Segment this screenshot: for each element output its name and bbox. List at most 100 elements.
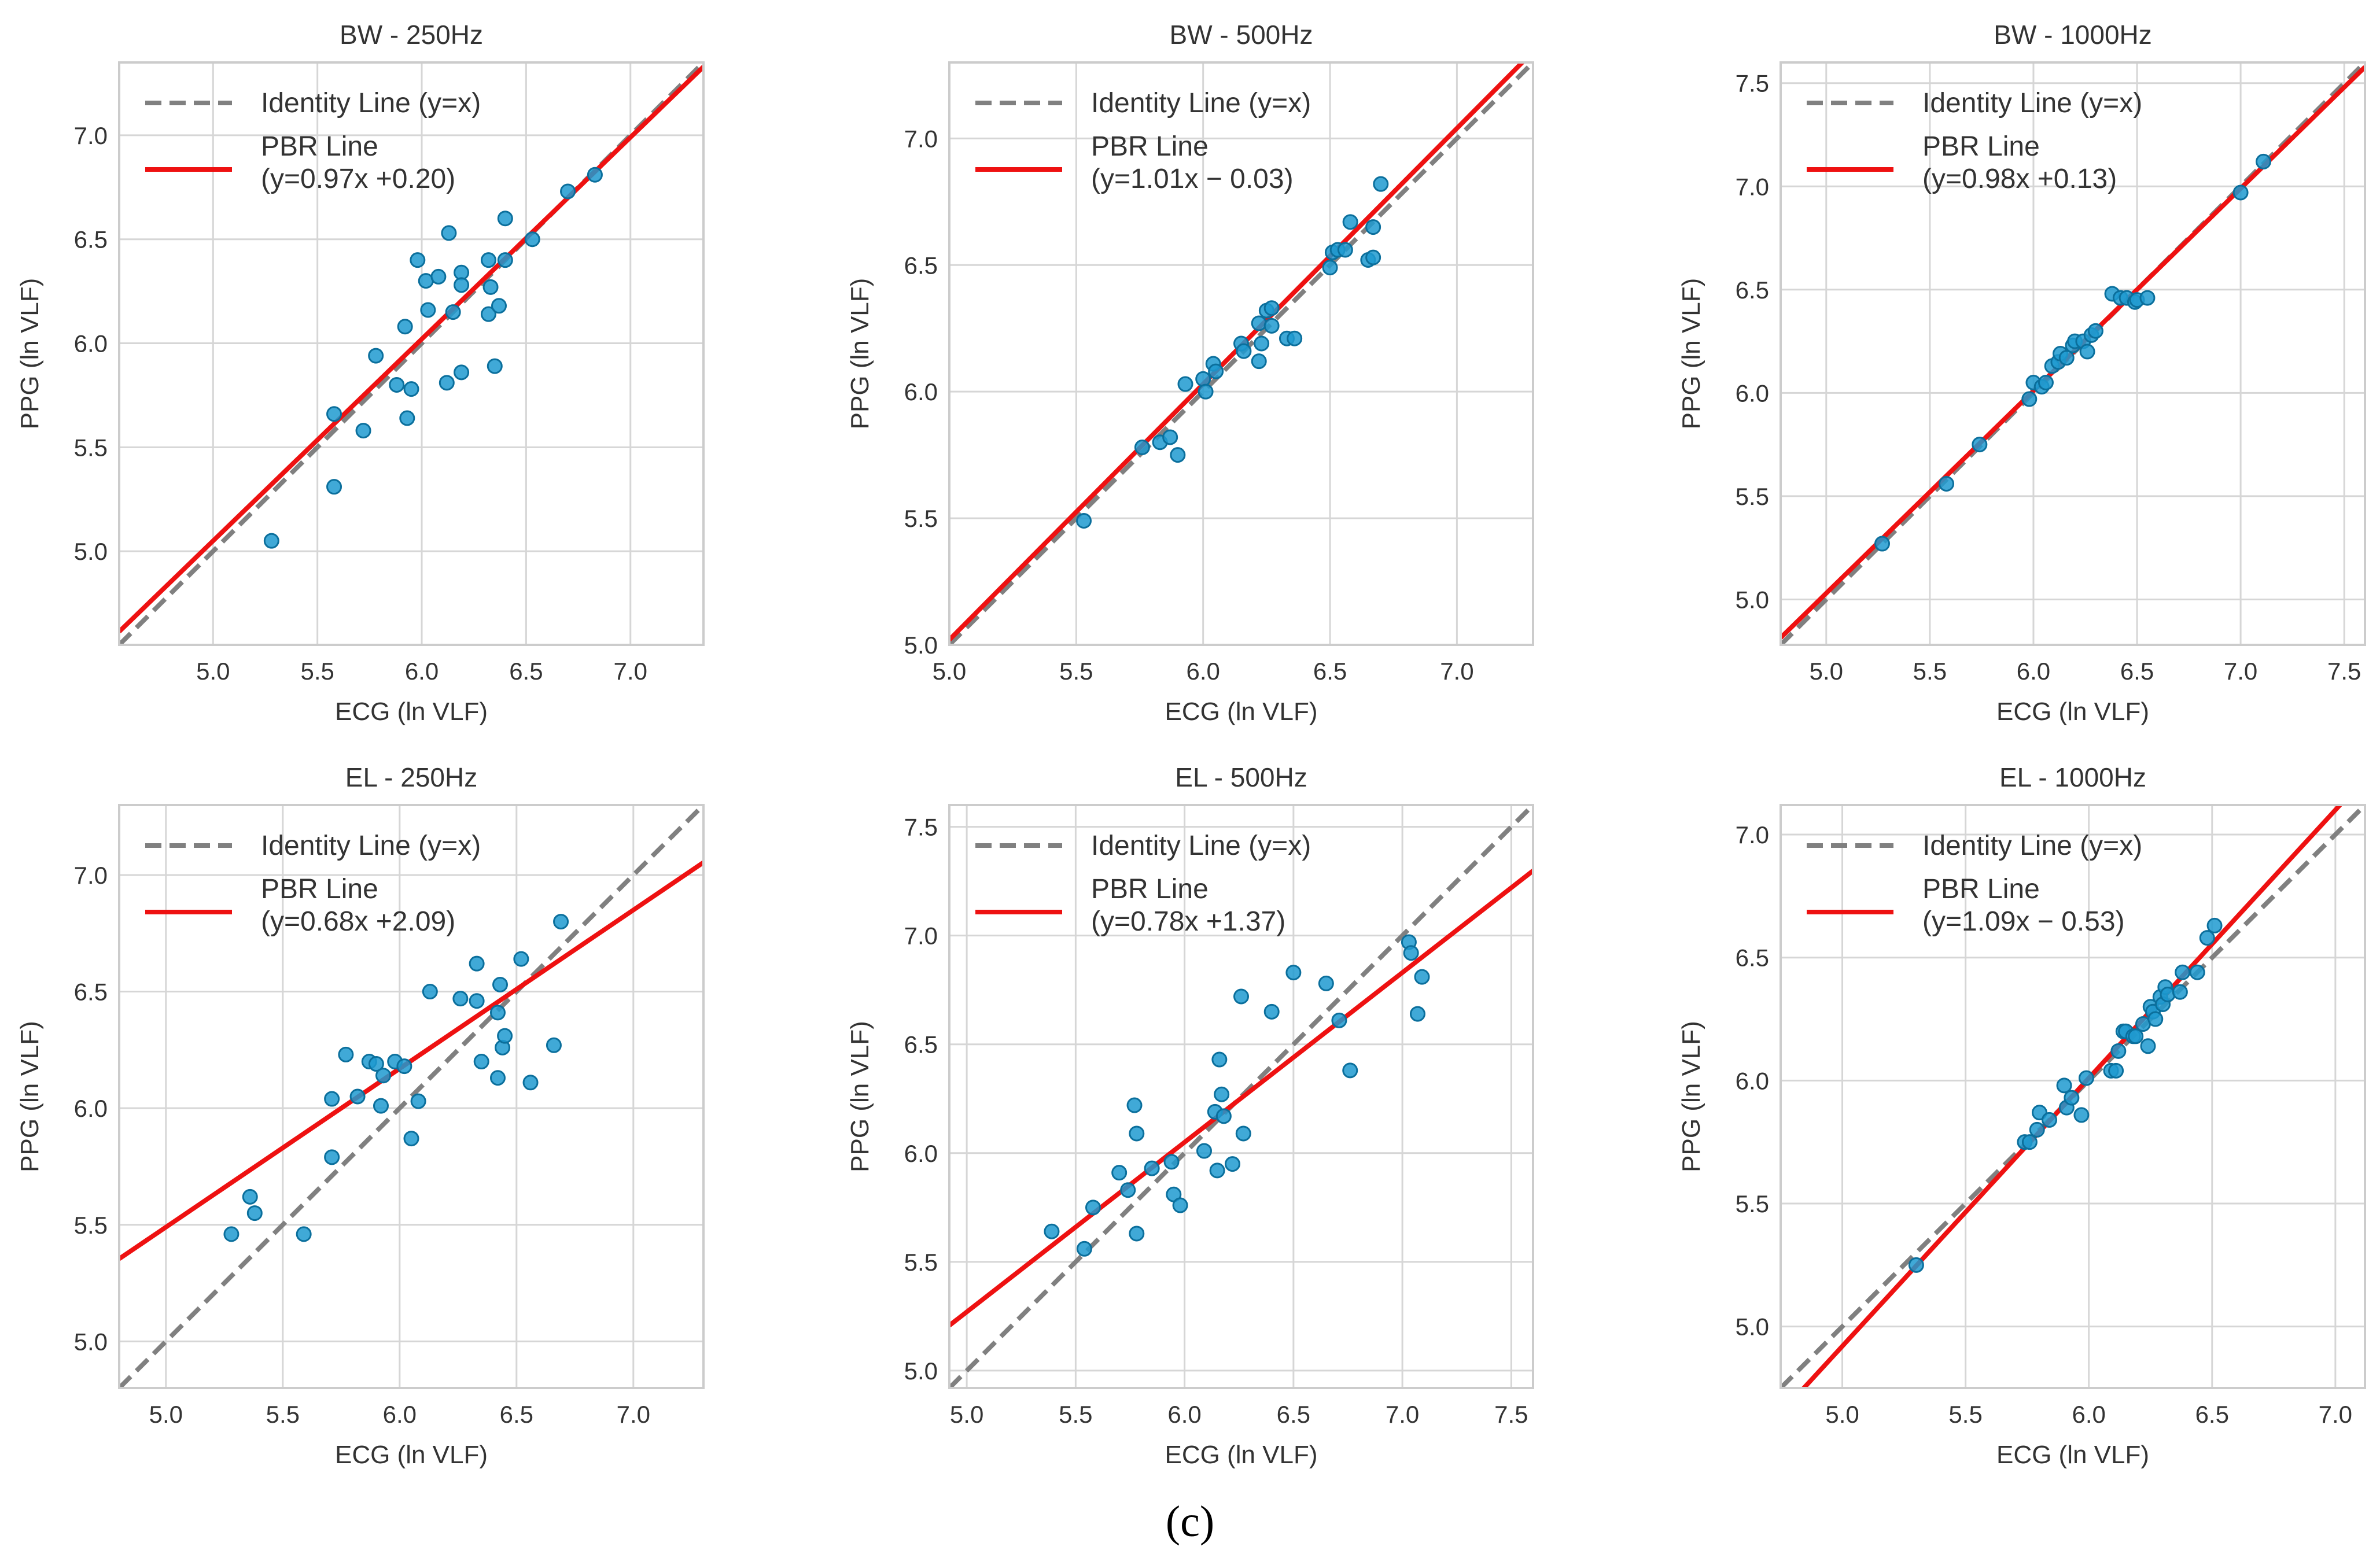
x-tick-label: 6.5 [2120, 658, 2154, 685]
x-tick-label: 5.0 [196, 658, 230, 685]
data-point [522, 1075, 539, 1091]
x-axis-label: ECG (ln VLF) [1165, 1441, 1317, 1469]
data-point [1215, 1108, 1232, 1124]
x-tick-label: 5.0 [933, 658, 966, 685]
data-point [1342, 214, 1358, 230]
data-point [2029, 1121, 2045, 1138]
data-point [482, 279, 499, 295]
y-axis-label: PPG (ln VLF) [1677, 278, 1705, 430]
chart-panel-1: 5.0 5.5 6.0 6.5 7.0 5.0 5.5 6.0 6.5 7.0 BW - 250Hz… [16, 20, 705, 726]
data-point [1172, 1197, 1188, 1213]
x-tick-label: 6.5 [500, 1401, 533, 1428]
x-tick-label: 6.0 [1167, 1401, 1201, 1428]
data-point [1163, 1154, 1180, 1170]
x-tick-label: 6.5 [1313, 658, 1347, 685]
legend-identity-label: Identity Line (y=x) [1091, 88, 1311, 119]
x-tick-label: 6.5 [2195, 1401, 2229, 1428]
x-tick-label: 6.5 [509, 658, 543, 685]
x-axis-label: ECG (ln VLF) [1996, 1441, 2149, 1469]
x-tick-label: 7.0 [2319, 1401, 2352, 1428]
x-tick-label: 6.0 [383, 1401, 417, 1428]
x-tick-label: 6.5 [1277, 1401, 1310, 1428]
data-point [489, 1005, 506, 1021]
data-point [397, 319, 413, 335]
data-point [1195, 371, 1211, 387]
y-tick-label: 5.0 [74, 1328, 108, 1355]
data-point [368, 348, 384, 364]
y-tick-label: 7.0 [904, 922, 938, 950]
data-point [2079, 344, 2095, 360]
data-point [349, 1088, 366, 1105]
y-tick-label: 6.0 [904, 1140, 938, 1167]
data-point [2021, 391, 2038, 407]
chart-panel-5: 5.0 5.5 6.0 6.5 7.0 7.5 5.0 5.5 6.0 6.5 7.0 7.5 EL -… [846, 762, 1534, 1469]
data-point [2038, 374, 2054, 390]
legend-identity-label: Identity Line (y=x) [261, 88, 481, 119]
y-tick-label: 5.5 [904, 1249, 938, 1276]
data-point [454, 364, 470, 381]
identity-line [949, 805, 1533, 1388]
legend-pbr-label: PBR Line [1091, 131, 1209, 162]
plot-frame [948, 61, 1534, 646]
data-point [1129, 1226, 1145, 1242]
y-tick-label: 7.5 [1736, 70, 1769, 97]
y-tick-label: 6.5 [904, 1031, 938, 1058]
data-point [1414, 969, 1430, 985]
x-axis-label: ECG (ln VLF) [335, 1441, 488, 1469]
chart-title: EL - 500Hz [1175, 762, 1307, 792]
legend-pbr-label: PBR Line [1922, 131, 2040, 162]
data-point [1251, 315, 1267, 331]
y-tick-label: 7.0 [1736, 821, 1769, 848]
x-tick-label: 5.0 [950, 1401, 983, 1428]
chart-title: BW - 1000Hz [1994, 20, 2152, 50]
data-point [2175, 964, 2191, 980]
data-point [1403, 945, 1419, 961]
data-point [1337, 242, 1353, 258]
x-tick-label: 5.5 [1948, 1401, 1982, 1428]
x-tick-label: 5.5 [300, 658, 334, 685]
data-point [1224, 1156, 1240, 1172]
data-point [403, 1131, 419, 1147]
data-point [396, 1058, 412, 1075]
data-point [1263, 1003, 1280, 1020]
data-point [1365, 219, 1381, 235]
data-point [480, 252, 496, 268]
data-point [1263, 300, 1280, 316]
pbr-line [119, 65, 703, 634]
y-tick-label: 5.0 [904, 632, 938, 659]
y-axis-label: PPG (ln VLF) [1677, 1021, 1705, 1172]
y-tick-label: 6.0 [74, 1095, 108, 1122]
data-point [487, 358, 503, 374]
data-point [1085, 1199, 1101, 1216]
data-point [1162, 429, 1178, 445]
y-tick-label: 7.0 [74, 122, 108, 149]
plot-frame [1780, 61, 2366, 646]
y-tick-label: 5.5 [1736, 1190, 1769, 1217]
legend-pbr-equation: (y=1.09x − 0.53) [1922, 906, 2125, 937]
data-point [491, 298, 507, 314]
plot-frame [1780, 804, 2366, 1389]
data-point [399, 410, 415, 426]
data-point [497, 211, 513, 227]
data-point [1972, 437, 1988, 453]
y-tick-label: 6.5 [904, 252, 938, 279]
data-point [242, 1188, 258, 1205]
chart-title: EL - 1000Hz [1999, 762, 2146, 792]
data-point [439, 375, 455, 391]
data-point [1342, 1062, 1358, 1079]
data-point [2073, 1107, 2090, 1123]
data-point [492, 976, 509, 992]
y-axis-label: PPG (ln VLF) [846, 1021, 874, 1172]
data-point [587, 167, 603, 183]
data-point [445, 304, 461, 320]
x-tick-label: 6.0 [405, 658, 439, 685]
data-point [326, 479, 342, 495]
data-point [1233, 988, 1249, 1005]
x-tick-label: 5.5 [1059, 1401, 1092, 1428]
data-point [469, 955, 485, 972]
data-point [1044, 1223, 1060, 1239]
x-tick-label: 7.0 [1440, 658, 1473, 685]
data-point [1198, 383, 1214, 400]
data-point [2056, 1077, 2072, 1094]
chart-panel-4: 5.0 5.5 6.0 6.5 7.0 5.0 5.5 6.0 6.5 7.0 EL - 250Hz… [16, 762, 705, 1469]
